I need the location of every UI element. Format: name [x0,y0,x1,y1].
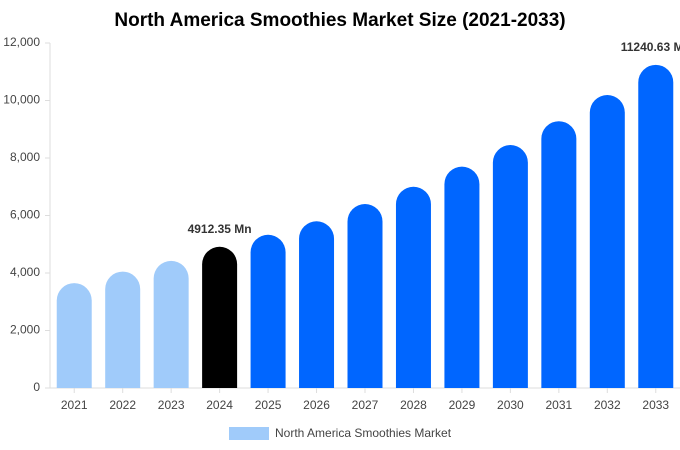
value-label: 11240.63 Mn [621,40,680,54]
y-tick-label: 10,000 [3,93,40,107]
x-tick-label: 2030 [497,398,524,412]
x-tick-label: 2022 [109,398,136,412]
bar [395,186,431,388]
bar [250,234,286,388]
bar [541,121,577,389]
bar [347,204,383,388]
x-tick-label: 2033 [642,398,669,412]
bar [202,246,238,388]
bar [444,166,480,388]
x-tick-label: 2028 [400,398,427,412]
bar [299,221,335,388]
bar [105,271,141,388]
legend-label: North America Smoothies Market [275,426,452,440]
bar [638,64,674,389]
value-label: 4912.35 Mn [188,222,252,236]
bar [589,95,625,388]
y-tick-label: 6,000 [10,208,40,222]
chart-title: North America Smoothies Market Size (202… [114,10,565,31]
legend-swatch [229,427,269,440]
y-tick-label: 0 [33,380,40,394]
y-tick-label: 4,000 [10,265,40,279]
y-tick-label: 2,000 [10,323,40,337]
bar [56,283,92,388]
x-tick-label: 2027 [352,398,379,412]
bar [153,260,189,388]
x-tick-label: 2031 [545,398,572,412]
x-tick-label: 2029 [449,398,476,412]
bar [492,145,528,388]
x-tick-label: 2026 [303,398,330,412]
y-tick-label: 12,000 [3,35,40,49]
x-tick-label: 2023 [158,398,185,412]
x-tick-label: 2032 [594,398,621,412]
y-tick-label: 8,000 [10,150,40,164]
x-tick-label: 2025 [255,398,282,412]
x-tick-label: 2021 [61,398,88,412]
x-tick-label: 2024 [206,398,233,412]
